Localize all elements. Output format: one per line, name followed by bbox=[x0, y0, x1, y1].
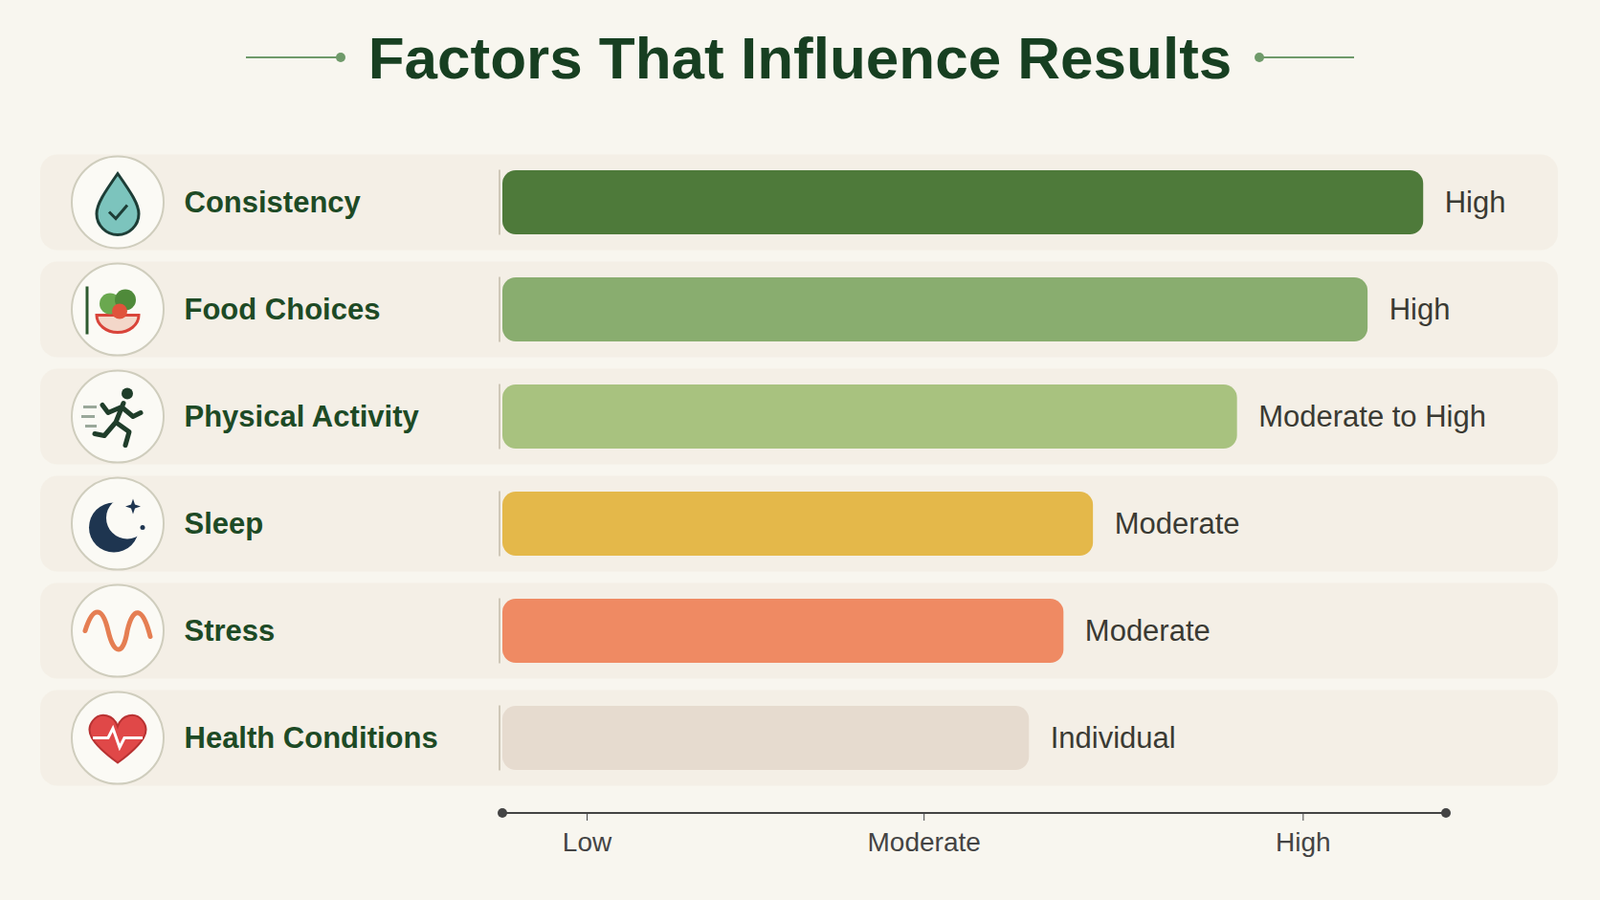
svg-text:High: High bbox=[1275, 827, 1332, 858]
svg-text:Moderate: Moderate bbox=[1114, 507, 1241, 541]
svg-text:Physical Activity: Physical Activity bbox=[184, 400, 421, 434]
svg-text:Health Conditions: Health Conditions bbox=[184, 721, 439, 756]
html-text:Factors That Influence Results: Factors That Influence Results bbox=[368, 24, 1232, 91]
svg-text:Moderate to High: Moderate to High bbox=[1258, 400, 1487, 434]
svg-text:High: High bbox=[1444, 185, 1507, 220]
svg-text:Moderate: Moderate bbox=[1085, 614, 1211, 648]
svg-text:Moderate: Moderate bbox=[867, 827, 981, 858]
svg-text:Stress: Stress bbox=[184, 614, 276, 648]
svg-text:Low: Low bbox=[562, 827, 613, 858]
svg-text:High: High bbox=[1389, 292, 1451, 327]
svg-text:Food Choices: Food Choices bbox=[184, 292, 381, 327]
svg-text:Consistency: Consistency bbox=[184, 185, 362, 220]
svg-text:Individual: Individual bbox=[1050, 721, 1177, 756]
svg-text:Sleep: Sleep bbox=[184, 507, 265, 541]
